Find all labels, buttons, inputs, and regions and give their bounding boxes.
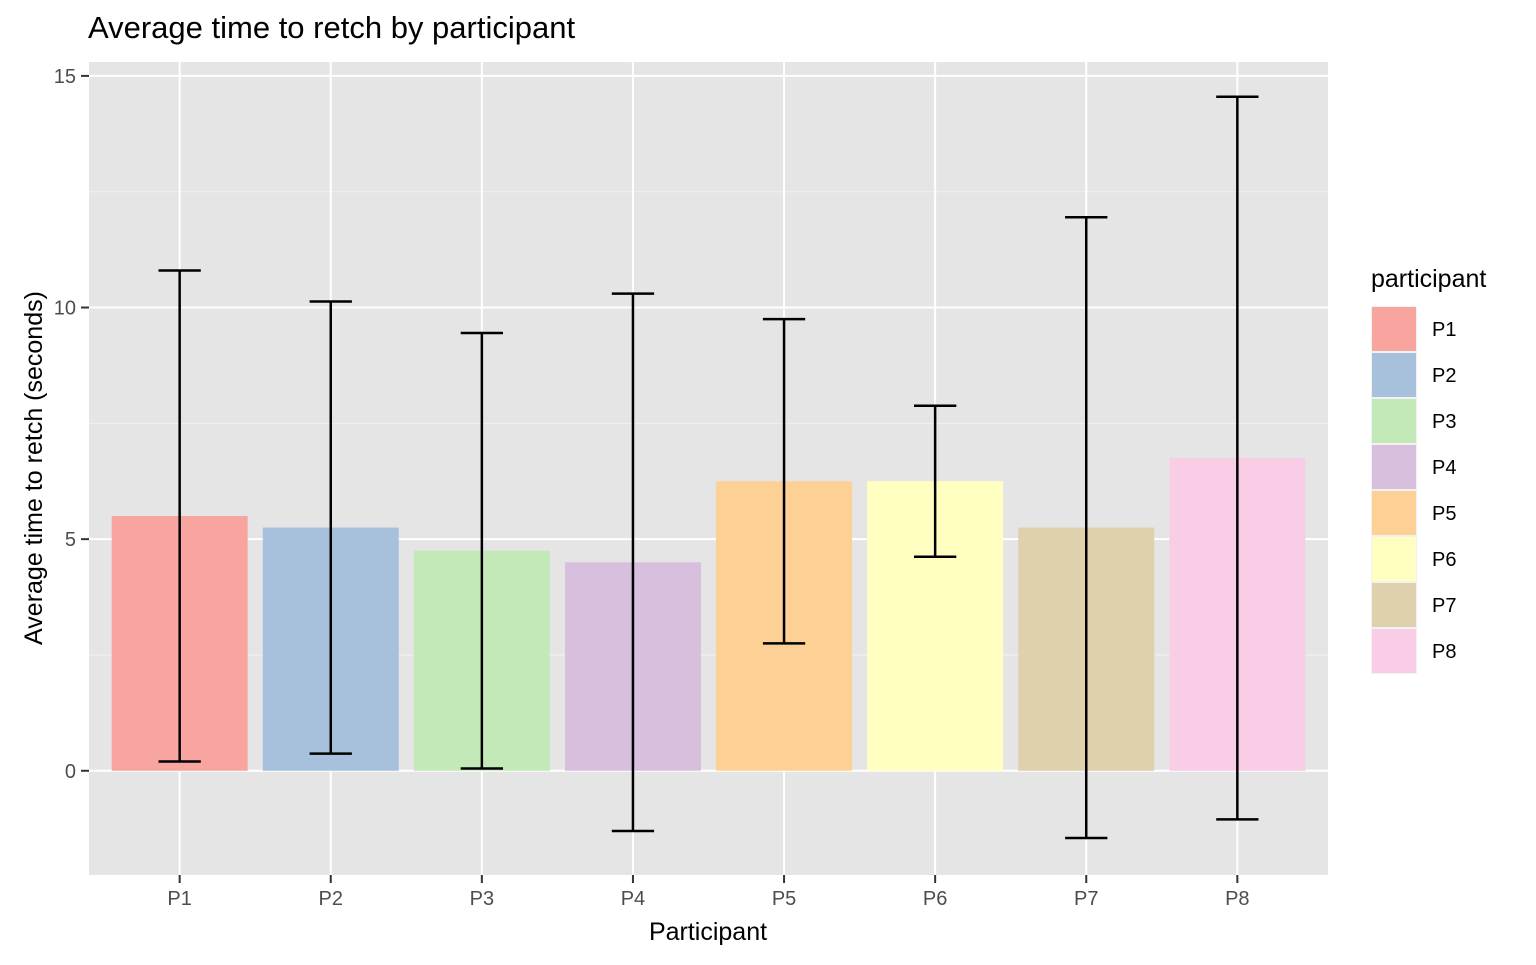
legend-swatch-p8: [1372, 629, 1416, 673]
legend-label-p8: P8: [1432, 641, 1456, 663]
legend: participant P1 P2 P3 P4 P5 P6 P7 P8: [1371, 265, 1486, 674]
legend-swatch-p2: [1372, 353, 1416, 397]
error-bar-p3: [460, 331, 504, 770]
error-bar-p4: [611, 292, 655, 833]
y-tick-label: 10: [54, 298, 76, 320]
x-tick-label: P8: [1225, 888, 1249, 910]
error-bars: [158, 95, 1259, 840]
error-bar-p1: [158, 269, 201, 763]
x-tick-label: P4: [621, 888, 645, 910]
y-tick-label: 15: [54, 66, 76, 88]
x-tick-label: P6: [923, 888, 947, 910]
legend-label-p6: P6: [1432, 549, 1456, 571]
legend-title: participant: [1371, 265, 1486, 293]
error-bar-p6: [913, 404, 957, 558]
x-tick-label: P2: [319, 888, 343, 910]
y-tick-label: 5: [65, 529, 76, 551]
y-tick-label: 0: [65, 761, 76, 783]
legend-swatch-p5: [1372, 491, 1416, 535]
error-bar-p2: [309, 300, 352, 755]
chart-title: Average time to retch by participant: [88, 10, 575, 45]
x-axis-title: Participant: [649, 918, 767, 946]
legend-swatch-p1: [1372, 307, 1416, 351]
x-tick-label: P5: [772, 888, 796, 910]
legend-swatch-p3: [1372, 399, 1416, 443]
error-bar-p8: [1216, 95, 1259, 821]
legend-label-p3: P3: [1432, 411, 1456, 433]
legend-label-p5: P5: [1432, 503, 1456, 525]
y-axis-title: Average time to retch (seconds): [20, 291, 48, 645]
legend-label-p4: P4: [1432, 457, 1456, 479]
legend-label-p1: P1: [1432, 319, 1456, 341]
x-tick-label: P7: [1074, 888, 1098, 910]
legend-swatch-p7: [1372, 583, 1416, 627]
legend-swatch-p4: [1372, 445, 1416, 489]
error-bar-p7: [1065, 215, 1108, 840]
legend-label-p2: P2: [1432, 365, 1456, 387]
y-axis: 0 5 10 15: [54, 66, 89, 783]
x-tick-label: P1: [167, 888, 191, 910]
x-axis: P1 P2 P3 P4 P5 P6 P7 P8: [167, 875, 1250, 910]
error-bar-p5: [762, 317, 806, 645]
legend-swatch-p6: [1372, 537, 1416, 581]
legend-label-p7: P7: [1432, 595, 1456, 617]
x-tick-label: P3: [470, 888, 494, 910]
